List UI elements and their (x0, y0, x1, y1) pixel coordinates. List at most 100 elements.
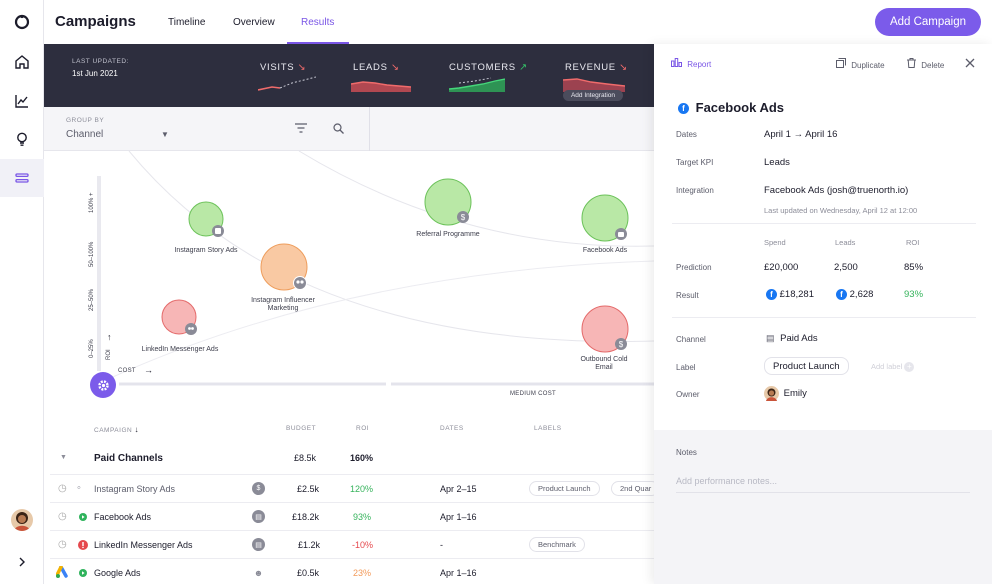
expand-chevron-icon[interactable] (0, 543, 44, 581)
user-avatar[interactable] (11, 509, 33, 531)
people-tag-icon: ☻ (252, 566, 265, 579)
tab-overview[interactable]: Overview (233, 17, 275, 28)
campaign-name[interactable]: Instagram Story Ads (94, 484, 176, 494)
table-row[interactable]: ◷ Facebook Ads ▤ £18.2k 93% Apr 1–16 (50, 503, 654, 531)
report-button[interactable]: Report (671, 58, 711, 69)
collapse-caret-icon[interactable]: ▼ (60, 454, 67, 461)
trash-icon (907, 58, 916, 68)
table-row[interactable]: ◷ LinkedIn Messenger Ads ▤ £1.2k -10% - … (50, 531, 654, 559)
tab-results[interactable]: Results (301, 17, 335, 28)
budget-cell: £2.5k (297, 484, 320, 494)
delete-button[interactable]: Delete (907, 58, 944, 70)
integration-value[interactable]: Facebook Ads (josh@truenorth.io) (764, 185, 909, 196)
divider (672, 223, 976, 224)
chevron-down-icon[interactable]: ▼ (161, 130, 169, 139)
label-pill[interactable]: Benchmark (529, 537, 585, 552)
trend-down-icon: ↘ (297, 62, 307, 73)
col-roi[interactable]: ROI (356, 425, 370, 432)
result-roi: 93% (904, 289, 924, 300)
campaigns-icon[interactable] (0, 159, 44, 197)
metric-label: REVENUE (565, 62, 616, 73)
svg-text:$: $ (461, 213, 466, 222)
chart-canvas (97, 151, 654, 386)
col-labels[interactable]: LABELS (534, 425, 562, 432)
svg-text:$: $ (619, 340, 624, 349)
status-active-icon (79, 513, 87, 521)
dates-cell: Apr 1–16 (440, 512, 477, 522)
prediction-leads[interactable]: 2,500 (834, 262, 858, 273)
col-budget[interactable]: BUDGET (286, 425, 317, 432)
add-label-button[interactable]: Add label + (871, 362, 915, 372)
group-budget: £8.5k (294, 453, 317, 463)
col-roi: ROI (906, 238, 920, 247)
add-campaign-button[interactable]: Add Campaign (875, 8, 981, 36)
metric-revenue[interactable]: REVENUE ↘ (565, 62, 628, 73)
group-row[interactable]: ▼ Paid Channels £8.5k 160% (50, 442, 654, 475)
bubble-linkedin-messenger-ads[interactable] (161, 299, 203, 341)
pending-clock-icon: ◷ (58, 511, 67, 522)
metric-visits[interactable]: VISITS ↘ (260, 62, 306, 73)
col-dates[interactable]: DATES (440, 425, 464, 432)
dates-value[interactable]: April 1 → April 16 (764, 129, 838, 140)
filter-bar: GROUP BY Channel ▼ (44, 107, 654, 151)
group-by-select[interactable]: Channel (66, 129, 104, 140)
bubble-instagram-story-ads[interactable] (188, 201, 228, 241)
kpi-bar: LAST UPDATED: 1st Jun 2021 VISITS ↘ LEAD… (44, 44, 654, 107)
divider (672, 317, 976, 318)
cost-axis-label: COST (118, 368, 136, 374)
bubble-facebook-ads[interactable] (581, 194, 633, 246)
active-tab-indicator (287, 42, 349, 44)
tab-timeline[interactable]: Timeline (168, 17, 206, 28)
close-icon[interactable] (965, 58, 975, 68)
dates-cell: Apr 2–15 (440, 484, 477, 494)
table-row[interactable]: ◷ ◦ Instagram Story Ads $ £2.5k 120% Apr… (50, 475, 660, 503)
analytics-icon[interactable] (0, 82, 44, 120)
facebook-icon: f (678, 103, 689, 115)
roi-bubble-chart: Instagram Story Ads Instagram Influencer… (44, 151, 654, 414)
duplicate-button[interactable]: Duplicate (836, 58, 885, 70)
owner-avatar (764, 386, 779, 401)
bubble-instagram-influencer-marketing[interactable] (260, 243, 312, 295)
col-campaign[interactable]: CAMPAIGN ↓ (94, 425, 139, 434)
owner-name: Emily (783, 388, 807, 400)
label-pill[interactable]: 2nd Quar (611, 481, 660, 496)
budget-cell: £1.2k (298, 540, 321, 550)
trend-down-icon: ↘ (391, 62, 400, 73)
campaign-detail-panel: Report Duplicate Delete f Facebook Ads D… (654, 44, 992, 584)
channel-value[interactable]: ▤ Paid Ads (766, 333, 818, 344)
filter-icon[interactable] (295, 123, 307, 133)
search-icon[interactable] (333, 123, 344, 134)
campaign-name[interactable]: LinkedIn Messenger Ads (94, 540, 193, 550)
label-pill[interactable]: Product Launch (529, 481, 600, 496)
metric-leads[interactable]: LEADS ↘ (353, 62, 400, 73)
home-icon[interactable] (0, 43, 44, 81)
chart-settings-button[interactable] (90, 372, 116, 398)
lightbulb-icon[interactable] (0, 120, 44, 158)
result-label: Result (676, 291, 699, 300)
bubble-referral-programme[interactable]: $ (424, 178, 476, 230)
campaign-name[interactable]: Google Ads (94, 568, 141, 578)
dates-label: Dates (676, 130, 697, 139)
add-integration-button[interactable]: Add Integration (563, 90, 623, 101)
metric-customers[interactable]: CUSTOMERS ↗ (449, 62, 528, 73)
budget-cell: £18.2k (292, 512, 320, 522)
visits-sparkline (258, 76, 316, 91)
sort-down-icon: ↓ (134, 425, 140, 434)
app-logo-icon[interactable] (0, 3, 44, 41)
campaign-name[interactable]: Facebook Ads (94, 512, 152, 522)
label-pill[interactable]: Product Launch (764, 357, 849, 375)
roi-cell: 120% (350, 484, 374, 494)
ads-tag-icon: ▤ (252, 510, 265, 523)
notes-input[interactable]: Add performance notes... (676, 476, 970, 493)
prediction-roi[interactable]: 85% (904, 262, 924, 273)
target-kpi-value[interactable]: Leads (764, 157, 790, 168)
bubble-label: Facebook Ads (582, 247, 628, 254)
owner-value[interactable]: Emily (764, 386, 807, 401)
bubble-outbound-cold-email[interactable]: $ (581, 305, 633, 357)
prediction-spend[interactable]: £20,000 (764, 262, 799, 273)
table-row[interactable]: Google Ads ☻ £0.5k 23% Apr 1–16 (50, 559, 654, 584)
alert-icon (78, 540, 88, 550)
col-header-label: CAMPAIGN (94, 427, 133, 434)
facebook-icon: f (766, 289, 777, 300)
status-active-icon (79, 569, 87, 577)
